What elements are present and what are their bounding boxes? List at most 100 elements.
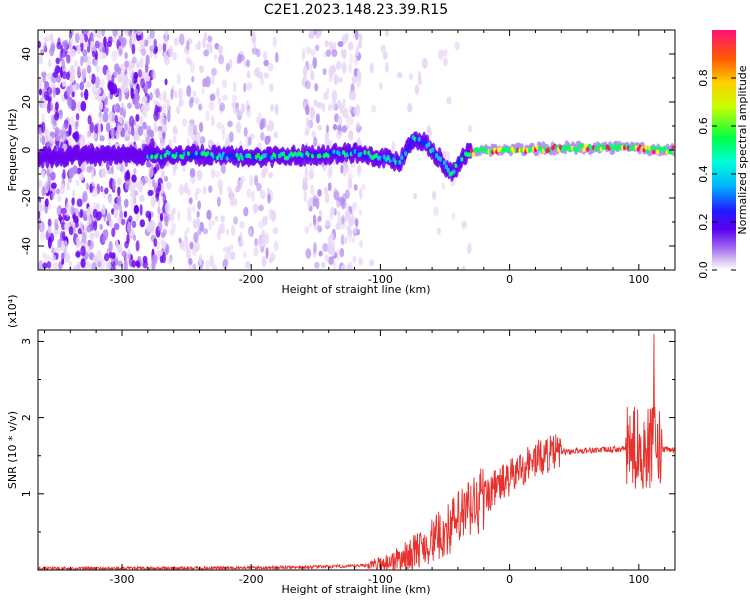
spectrogram-speckle bbox=[438, 49, 444, 60]
spectrogram-ridge-core bbox=[163, 152, 167, 158]
spectrogram-speckle bbox=[164, 202, 171, 213]
spectrogram-speckle bbox=[182, 164, 186, 172]
spectrogram-speckle bbox=[91, 187, 98, 198]
spectrogram-speckle bbox=[99, 101, 104, 110]
spectrogram-speckle bbox=[172, 51, 177, 61]
spectrogram-speckle bbox=[379, 82, 383, 90]
spectrogram-speckle bbox=[329, 232, 335, 242]
snr-xtick-label: 100 bbox=[628, 573, 649, 586]
spectrogram-ridge-core bbox=[669, 149, 673, 155]
spectrogram-speckle bbox=[47, 59, 52, 68]
spectrogram-speckle bbox=[116, 177, 122, 186]
spectrogram-speckle bbox=[62, 168, 66, 180]
spectrogram-speckle bbox=[232, 94, 237, 102]
spectrogram-speckle bbox=[332, 123, 338, 131]
colorbar-label: Normalized spectral amplitude bbox=[736, 65, 749, 234]
spectrogram-ridge-core bbox=[595, 146, 600, 152]
spectrogram-speckle bbox=[325, 124, 330, 133]
spectrogram-speckle bbox=[421, 57, 428, 69]
spectrogram-speckle bbox=[157, 249, 163, 257]
spectrogram-speckle bbox=[101, 30, 106, 37]
spectrogram-speckle bbox=[75, 82, 80, 91]
spectrogram-speckle bbox=[340, 264, 346, 270]
spectrogram-speckle bbox=[336, 248, 340, 261]
spectrogram-speckle bbox=[157, 221, 163, 232]
spectrogram-speckle bbox=[88, 73, 93, 81]
spectrogram-speckle bbox=[209, 255, 215, 267]
spectrogram-speckle bbox=[311, 130, 317, 139]
spectrogram-speckle bbox=[176, 105, 181, 115]
spectrogram-speckle bbox=[101, 204, 106, 216]
spectrogram-speckle bbox=[127, 102, 132, 109]
spectrogram-speckle bbox=[124, 240, 129, 249]
spectrogram-speckle bbox=[113, 222, 120, 231]
spectrogram-speckle bbox=[169, 45, 174, 57]
spectrogram-speckle bbox=[47, 236, 52, 249]
spectrogram-speckle bbox=[153, 119, 157, 132]
spectrogram-speckle bbox=[222, 94, 228, 101]
spectrogram-speckle bbox=[407, 102, 413, 113]
spectrogram-speckle bbox=[337, 40, 344, 48]
spectrogram-xlabel: Height of straight line (km) bbox=[281, 283, 430, 296]
spectrogram-speckle bbox=[95, 76, 101, 89]
spectrogram-speckle bbox=[47, 218, 52, 228]
spectrogram-speckle bbox=[341, 60, 347, 71]
spectrogram-speckle bbox=[84, 34, 89, 43]
spectrogram-speckle bbox=[444, 151, 451, 163]
spectrogram-speckle bbox=[327, 103, 332, 112]
spectrogram-speckle bbox=[54, 101, 59, 111]
spectrogram-speckle bbox=[92, 208, 98, 218]
spectrogram-speckle bbox=[230, 224, 236, 237]
spectrogram-speckle bbox=[352, 107, 357, 115]
spectrogram-speckle bbox=[327, 182, 332, 192]
spectrogram-speckle bbox=[116, 66, 122, 75]
spectrogram-speckle bbox=[142, 260, 149, 269]
spectrogram-speckle bbox=[347, 178, 353, 190]
spectrogram-speckle bbox=[126, 252, 131, 261]
spectrogram-speckle bbox=[317, 225, 323, 233]
spectrogram-speckle bbox=[467, 125, 473, 133]
spectrogram-ridge-core bbox=[431, 147, 435, 153]
spectrogram-speckle bbox=[356, 69, 360, 78]
spectrogram-speckle bbox=[304, 226, 310, 234]
snr-ticks: -300 -200 -100 0 100 1 2 3 bbox=[20, 330, 675, 586]
spectrogram-speckle bbox=[68, 124, 72, 136]
spectrogram-speckle bbox=[341, 214, 345, 225]
snr-multiplier: (x10⁴) bbox=[6, 295, 19, 329]
spectrogram-speckle bbox=[320, 261, 326, 269]
spectrogram-speckle bbox=[160, 116, 167, 129]
spectrogram-ridge-core bbox=[438, 156, 443, 162]
spectrogram-ridge-core bbox=[192, 154, 196, 160]
spectrogram-speckle bbox=[105, 45, 109, 56]
spectrogram-speckle bbox=[80, 55, 84, 67]
spectrogram-speckle bbox=[317, 124, 323, 131]
spectrogram-speckle bbox=[117, 186, 121, 197]
spectrogram-speckle bbox=[41, 113, 46, 125]
spectrogram-speckle bbox=[192, 124, 198, 136]
spectrogram-speckle bbox=[382, 50, 388, 60]
spectrogram-ridge-core bbox=[454, 163, 458, 168]
spectrogram-speckle bbox=[118, 203, 123, 212]
spectrogram-speckle bbox=[89, 232, 95, 240]
spectrogram-speckle bbox=[191, 75, 195, 83]
spectrogram-speckle bbox=[130, 185, 136, 194]
spectrogram-ridge-core bbox=[471, 152, 476, 157]
spectrogram-speckle bbox=[353, 184, 358, 191]
spectrogram-speckle bbox=[314, 44, 320, 52]
spectrogram-speckle bbox=[135, 114, 140, 122]
spectrogram-speckle bbox=[55, 135, 61, 142]
spectrogram-speckle bbox=[317, 215, 322, 223]
spectrogram-speckle bbox=[202, 228, 209, 235]
spectrogram-speckle bbox=[71, 197, 75, 206]
spectrogram-speckle bbox=[41, 169, 46, 179]
spectrogram-speckle bbox=[302, 176, 309, 184]
spectrogram-speckle bbox=[347, 215, 352, 225]
spectrogram-speckle bbox=[408, 73, 414, 80]
spectrogram-speckle bbox=[65, 201, 71, 212]
spectrogram-speckle bbox=[62, 231, 66, 242]
spectrogram-speckle bbox=[133, 167, 137, 175]
spectrogram-speckle bbox=[347, 41, 354, 51]
spectrogram-speckle bbox=[75, 113, 80, 121]
spectrogram-speckle bbox=[192, 247, 197, 256]
